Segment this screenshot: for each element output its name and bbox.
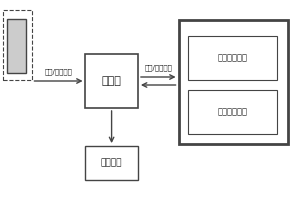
FancyBboxPatch shape: [3, 10, 32, 80]
Text: 服务器: 服务器: [102, 76, 122, 86]
Text: 报警单元: 报警单元: [101, 158, 122, 168]
Text: 第二定位基站: 第二定位基站: [218, 108, 248, 116]
FancyBboxPatch shape: [85, 54, 138, 108]
FancyBboxPatch shape: [188, 36, 277, 80]
FancyBboxPatch shape: [7, 19, 26, 73]
Text: 有线/无线网络: 有线/无线网络: [144, 64, 172, 71]
Text: 有线/无线网络: 有线/无线网络: [45, 68, 72, 75]
Text: 第一定位基站: 第一定位基站: [218, 53, 248, 62]
FancyBboxPatch shape: [85, 146, 138, 180]
FancyBboxPatch shape: [178, 20, 288, 144]
FancyBboxPatch shape: [188, 90, 277, 134]
